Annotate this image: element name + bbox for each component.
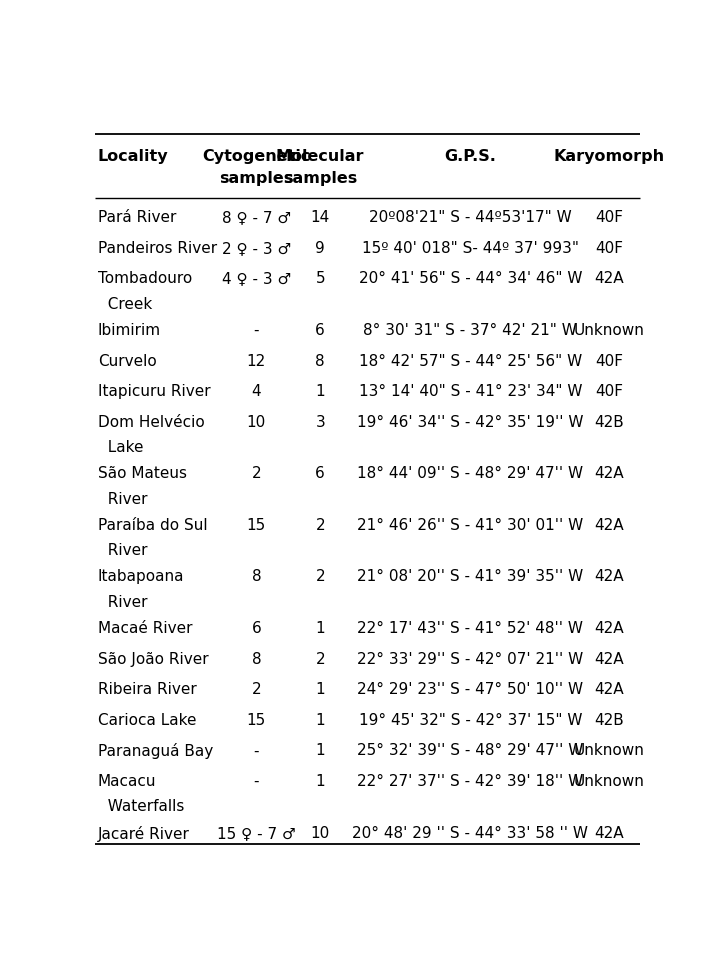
Text: 21° 08' 20'' S - 41° 39' 35'' W: 21° 08' 20'' S - 41° 39' 35'' W (357, 569, 584, 584)
Text: Paranaguá Bay: Paranaguá Bay (98, 742, 213, 759)
Text: São Mateus: São Mateus (98, 466, 187, 481)
Text: 21° 46' 26'' S - 41° 30' 01'' W: 21° 46' 26'' S - 41° 30' 01'' W (357, 517, 584, 532)
Text: 1: 1 (315, 620, 325, 636)
Text: 8: 8 (252, 651, 261, 666)
Text: Lake: Lake (98, 440, 143, 454)
Text: Ibimirim: Ibimirim (98, 323, 161, 337)
Text: 3: 3 (315, 415, 325, 429)
Text: -: - (254, 323, 259, 337)
Text: 8: 8 (315, 354, 325, 368)
Text: 13° 14' 40" S - 41° 23' 34" W: 13° 14' 40" S - 41° 23' 34" W (358, 384, 582, 399)
Text: 42A: 42A (594, 825, 624, 840)
Text: 15 ♀ - 7 ♂: 15 ♀ - 7 ♂ (217, 825, 295, 840)
Text: 40F: 40F (595, 210, 623, 225)
Text: 18° 44' 09'' S - 48° 29' 47'' W: 18° 44' 09'' S - 48° 29' 47'' W (357, 466, 584, 481)
Text: 25° 32' 39'' S - 48° 29' 47'' W: 25° 32' 39'' S - 48° 29' 47'' W (357, 742, 584, 758)
Text: 22° 17' 43'' S - 41° 52' 48'' W: 22° 17' 43'' S - 41° 52' 48'' W (357, 620, 583, 636)
Text: Creek: Creek (98, 297, 152, 311)
Text: Cytogenetic: Cytogenetic (202, 148, 310, 164)
Text: 4 ♀ - 3 ♂: 4 ♀ - 3 ♂ (222, 271, 291, 286)
Text: Dom Helvécio: Dom Helvécio (98, 415, 205, 429)
Text: 4: 4 (252, 384, 261, 399)
Text: Unknown: Unknown (574, 323, 645, 337)
Text: Molecular: Molecular (276, 148, 364, 164)
Text: Jacaré River: Jacaré River (98, 825, 190, 841)
Text: 2: 2 (315, 651, 325, 666)
Text: -: - (254, 742, 259, 758)
Text: 8: 8 (252, 569, 261, 584)
Text: 9: 9 (315, 240, 325, 256)
Text: 1: 1 (315, 742, 325, 758)
Text: Pará River: Pará River (98, 210, 176, 225)
Text: 1: 1 (315, 712, 325, 727)
Text: 6: 6 (252, 620, 261, 636)
Text: 2: 2 (315, 517, 325, 532)
Text: Unknown: Unknown (574, 742, 645, 758)
Text: 10: 10 (247, 415, 266, 429)
Text: 2 ♀ - 3 ♂: 2 ♀ - 3 ♂ (222, 240, 291, 256)
Text: Macacu: Macacu (98, 773, 156, 789)
Text: Ribeira River: Ribeira River (98, 681, 196, 697)
Text: 15º 40' 018" S- 44º 37' 993": 15º 40' 018" S- 44º 37' 993" (362, 240, 579, 256)
Text: Itapicuru River: Itapicuru River (98, 384, 211, 399)
Text: 6: 6 (315, 466, 325, 481)
Text: São João River: São João River (98, 651, 209, 666)
Text: 8° 30' 31" S - 37° 42' 21" W: 8° 30' 31" S - 37° 42' 21" W (364, 323, 577, 337)
Text: 42A: 42A (594, 651, 624, 666)
Text: 42A: 42A (594, 466, 624, 481)
Text: Karyomorph: Karyomorph (554, 148, 665, 164)
Text: 42A: 42A (594, 681, 624, 697)
Text: 40F: 40F (595, 384, 623, 399)
Text: 1: 1 (315, 384, 325, 399)
Text: 20° 48' 29 '' S - 44° 33' 58 '' W: 20° 48' 29 '' S - 44° 33' 58 '' W (352, 825, 588, 840)
Text: 19° 45' 32" S - 42° 37' 15" W: 19° 45' 32" S - 42° 37' 15" W (358, 712, 582, 727)
Text: 2: 2 (315, 569, 325, 584)
Text: 15: 15 (247, 517, 266, 532)
Text: 42A: 42A (594, 569, 624, 584)
Text: Unknown: Unknown (574, 773, 645, 789)
Text: River: River (98, 543, 148, 557)
Text: 42A: 42A (594, 620, 624, 636)
Text: 40F: 40F (595, 354, 623, 368)
Text: Carioca Lake: Carioca Lake (98, 712, 196, 727)
Text: 10: 10 (310, 825, 330, 840)
Text: 24° 29' 23'' S - 47° 50' 10'' W: 24° 29' 23'' S - 47° 50' 10'' W (357, 681, 584, 697)
Text: 5: 5 (315, 271, 325, 286)
Text: Locality: Locality (98, 148, 168, 164)
Text: 40F: 40F (595, 240, 623, 256)
Text: 8 ♀ - 7 ♂: 8 ♀ - 7 ♂ (222, 210, 291, 225)
Text: 1: 1 (315, 773, 325, 789)
Text: Pandeiros River: Pandeiros River (98, 240, 217, 256)
Text: 42B: 42B (594, 415, 624, 429)
Text: Curvelo: Curvelo (98, 354, 157, 368)
Text: G.P.S.: G.P.S. (445, 148, 496, 164)
Text: 6: 6 (315, 323, 325, 337)
Text: Itabapoana: Itabapoana (98, 569, 184, 584)
Text: 19° 46' 34'' S - 42° 35' 19'' W: 19° 46' 34'' S - 42° 35' 19'' W (357, 415, 584, 429)
Text: Tombadouro: Tombadouro (98, 271, 192, 286)
Text: 20° 41' 56" S - 44° 34' 46" W: 20° 41' 56" S - 44° 34' 46" W (358, 271, 582, 286)
Text: 1: 1 (315, 681, 325, 697)
Text: 14: 14 (310, 210, 330, 225)
Text: 2: 2 (252, 466, 261, 481)
Text: 42A: 42A (594, 517, 624, 532)
Text: Waterfalls: Waterfalls (98, 798, 184, 814)
Text: 2: 2 (252, 681, 261, 697)
Text: River: River (98, 594, 148, 610)
Text: River: River (98, 491, 148, 506)
Text: Macaé River: Macaé River (98, 620, 192, 636)
Text: Paraíba do Sul: Paraíba do Sul (98, 517, 208, 532)
Text: 22° 33' 29'' S - 42° 07' 21'' W: 22° 33' 29'' S - 42° 07' 21'' W (357, 651, 584, 666)
Text: 42A: 42A (594, 271, 624, 286)
Text: 20º08'21" S - 44º53'17" W: 20º08'21" S - 44º53'17" W (369, 210, 571, 225)
Text: samples: samples (219, 171, 293, 186)
Text: 22° 27' 37'' S - 42° 39' 18'' W: 22° 27' 37'' S - 42° 39' 18'' W (357, 773, 584, 789)
Text: -: - (254, 773, 259, 789)
Text: 18° 42' 57" S - 44° 25' 56" W: 18° 42' 57" S - 44° 25' 56" W (358, 354, 582, 368)
Text: samples: samples (283, 171, 357, 186)
Text: 12: 12 (247, 354, 266, 368)
Text: 15: 15 (247, 712, 266, 727)
Text: 42B: 42B (594, 712, 624, 727)
